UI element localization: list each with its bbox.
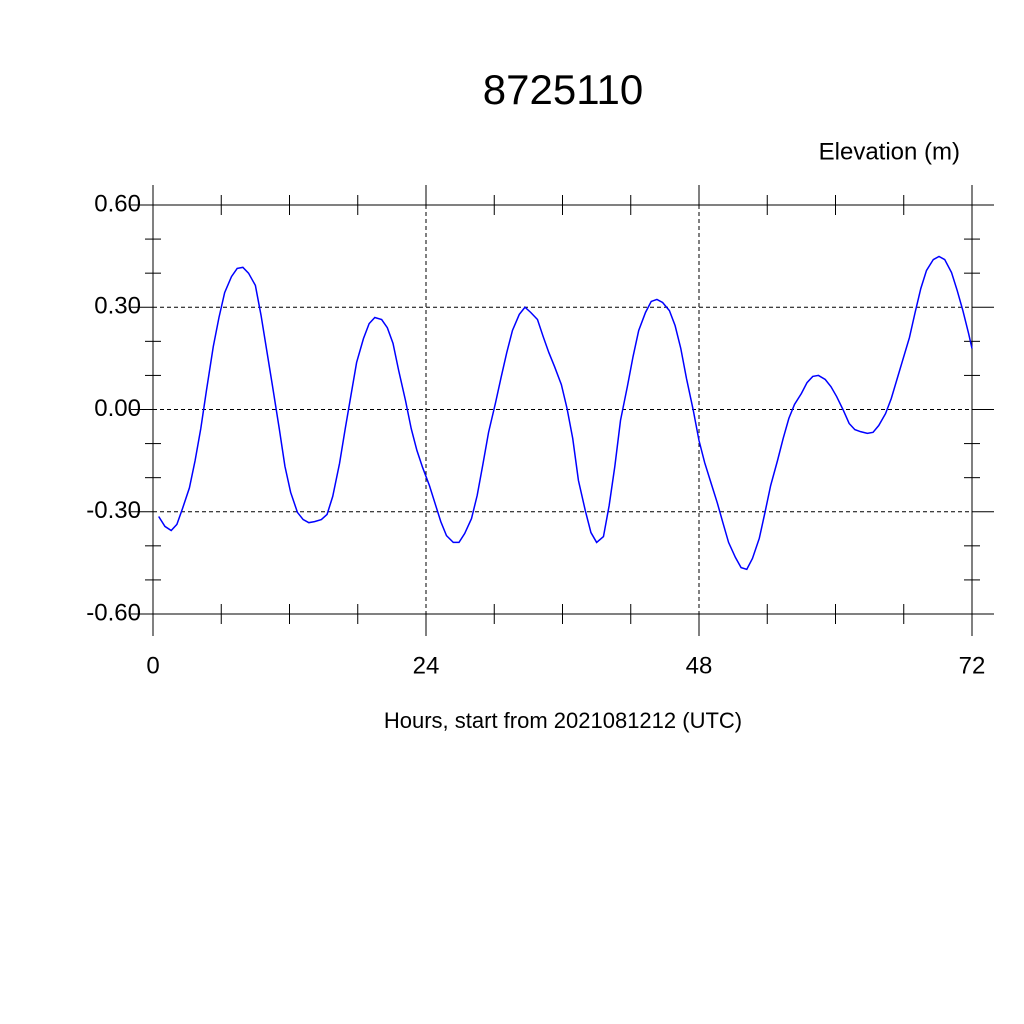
data-line: [158, 255, 973, 571]
x-tick-label: 72: [959, 652, 986, 679]
chart-title: 8725110: [483, 66, 643, 113]
x-tick-label: 48: [686, 652, 713, 679]
x-tick-label: 24: [413, 652, 440, 679]
y-axis-label: Elevation (m): [819, 138, 960, 165]
y-tick-label: 0.00: [94, 395, 141, 422]
y-tick-label: 0.60: [94, 190, 141, 217]
x-tick-label: 0: [146, 652, 159, 679]
y-tick-label: 0.30: [94, 293, 141, 320]
y-tick-label: -0.60: [86, 599, 141, 626]
y-tick-label: -0.30: [86, 497, 141, 524]
x-axis-label: Hours, start from 2021081212 (UTC): [384, 708, 742, 733]
